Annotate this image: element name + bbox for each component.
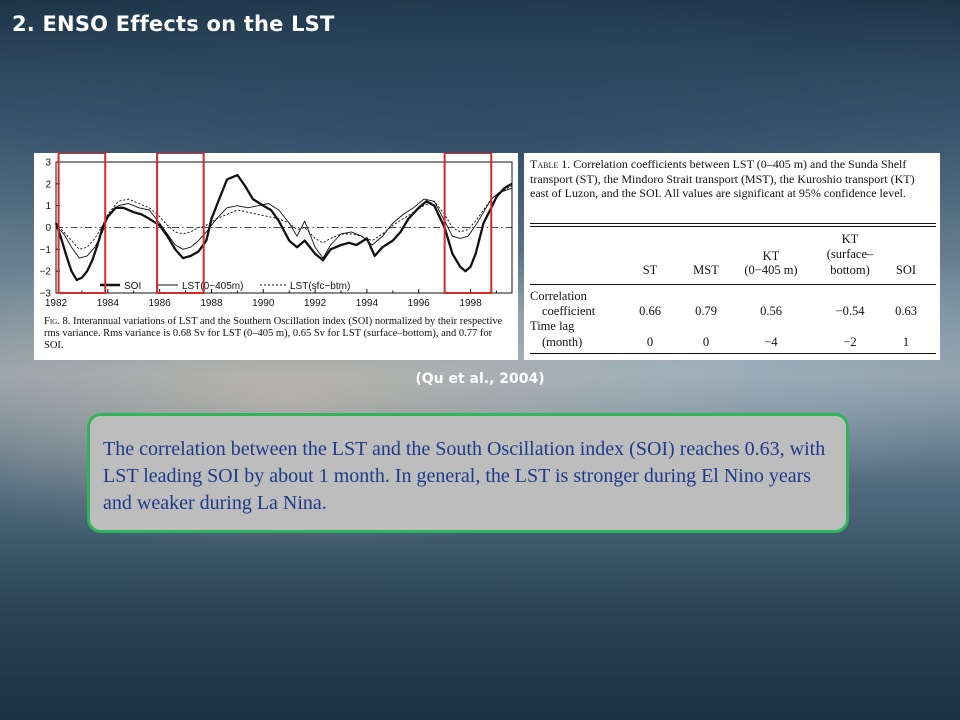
table-header-mst: MST bbox=[693, 263, 719, 277]
slide-title: 2. ENSO Effects on the LST bbox=[12, 12, 335, 36]
figure-panel: −3 −2 −1 0 1 2 3 1982 1984 1986 1988 1990 1992 1994 19… bbox=[34, 153, 518, 360]
table-header-rule bbox=[530, 284, 936, 285]
y-tick-label: 0 bbox=[45, 223, 51, 234]
table-cell: 0 bbox=[702, 335, 710, 349]
table-cell: −0.54 bbox=[835, 304, 865, 318]
chart-legend: SOI LST(0−405m) LST(sfc−btm) bbox=[100, 281, 350, 292]
legend-label-soi: SOI bbox=[124, 281, 141, 292]
x-tick-label: 1986 bbox=[149, 298, 172, 309]
x-tick-label: 1990 bbox=[252, 298, 275, 309]
x-tick-label: 1988 bbox=[200, 298, 223, 309]
table-row-label: (month) bbox=[542, 335, 583, 349]
figure-caption-text: Interannual variations of LST and the So… bbox=[44, 316, 503, 351]
table-row-label: coefficient bbox=[542, 304, 596, 318]
legend-label-lst-0-405: LST(0−405m) bbox=[182, 281, 243, 292]
summary-text: The correlation between the LST and the … bbox=[103, 438, 826, 514]
summary-box: The correlation between the LST and the … bbox=[87, 413, 849, 533]
y-tick-label: 3 bbox=[45, 158, 51, 169]
y-tick-label: −3 bbox=[40, 289, 52, 300]
x-tick-label: 1982 bbox=[45, 298, 68, 309]
table-cell: 0.79 bbox=[695, 304, 717, 318]
table-cell: 0 bbox=[646, 335, 654, 349]
figure-caption-label: Fig. 8. bbox=[44, 316, 71, 327]
table-header-soi: SOI bbox=[895, 263, 917, 277]
series-line-lst-0-405 bbox=[55, 187, 513, 259]
table-cell: 1 bbox=[902, 335, 910, 349]
table-caption-label: Table 1. bbox=[530, 157, 571, 171]
highlight-box bbox=[156, 153, 205, 294]
citation: (Qu et al., 2004) bbox=[415, 371, 545, 387]
enso-lst-line-chart: −3 −2 −1 0 1 2 3 1982 1984 1986 1988 1990 1992 1994 19… bbox=[40, 153, 513, 309]
x-tick-label: 1998 bbox=[459, 298, 482, 309]
x-tick-label: 1984 bbox=[97, 298, 120, 309]
table-row-label: Time lag bbox=[530, 319, 575, 333]
highlight-box bbox=[57, 153, 107, 294]
y-tick-label: −2 bbox=[40, 267, 52, 278]
table-cell: 0.56 bbox=[760, 304, 782, 318]
highlight-box bbox=[443, 153, 493, 294]
legend-label-lst-sfc-btm: LST(sfc−btm) bbox=[290, 281, 350, 292]
table-panel: Table 1. Correlation coefficients betwee… bbox=[524, 153, 940, 360]
table-header-kt1-line1: KT bbox=[762, 249, 780, 263]
x-tick-label: 1994 bbox=[356, 298, 379, 309]
figure-caption: Fig. 8. Interannual variations of LST an… bbox=[44, 316, 514, 352]
table-top-rule bbox=[530, 223, 936, 224]
x-tick-label: 1996 bbox=[408, 298, 431, 309]
table-header-kt1-line2: (0−405 m) bbox=[744, 263, 798, 277]
y-tick-label: 2 bbox=[45, 179, 51, 190]
table-header-kt2-line1: KT bbox=[841, 232, 859, 246]
table-caption-text: Correlation coefficients between LST (0–… bbox=[530, 157, 915, 200]
table-cell: −4 bbox=[764, 335, 778, 349]
table-caption: Table 1. Correlation coefficients betwee… bbox=[530, 157, 934, 201]
table-cell: −2 bbox=[843, 335, 857, 349]
table-header-st: ST bbox=[642, 263, 658, 277]
table-bottom-rule bbox=[530, 353, 936, 354]
table-cell: 0.63 bbox=[895, 304, 917, 318]
series-line-lst-sfc-btm bbox=[55, 185, 513, 250]
table-row-label: Correlation bbox=[530, 289, 587, 303]
x-tick-label: 1992 bbox=[304, 298, 327, 309]
table-header-kt2-line2: (surface– bbox=[826, 247, 874, 261]
y-tick-label: 1 bbox=[45, 201, 51, 212]
table-header-kt2-line3: bottom) bbox=[830, 263, 870, 277]
table-cell: 0.66 bbox=[639, 304, 661, 318]
y-tick-label: −1 bbox=[40, 245, 52, 256]
table-top-rule-2 bbox=[530, 226, 936, 227]
